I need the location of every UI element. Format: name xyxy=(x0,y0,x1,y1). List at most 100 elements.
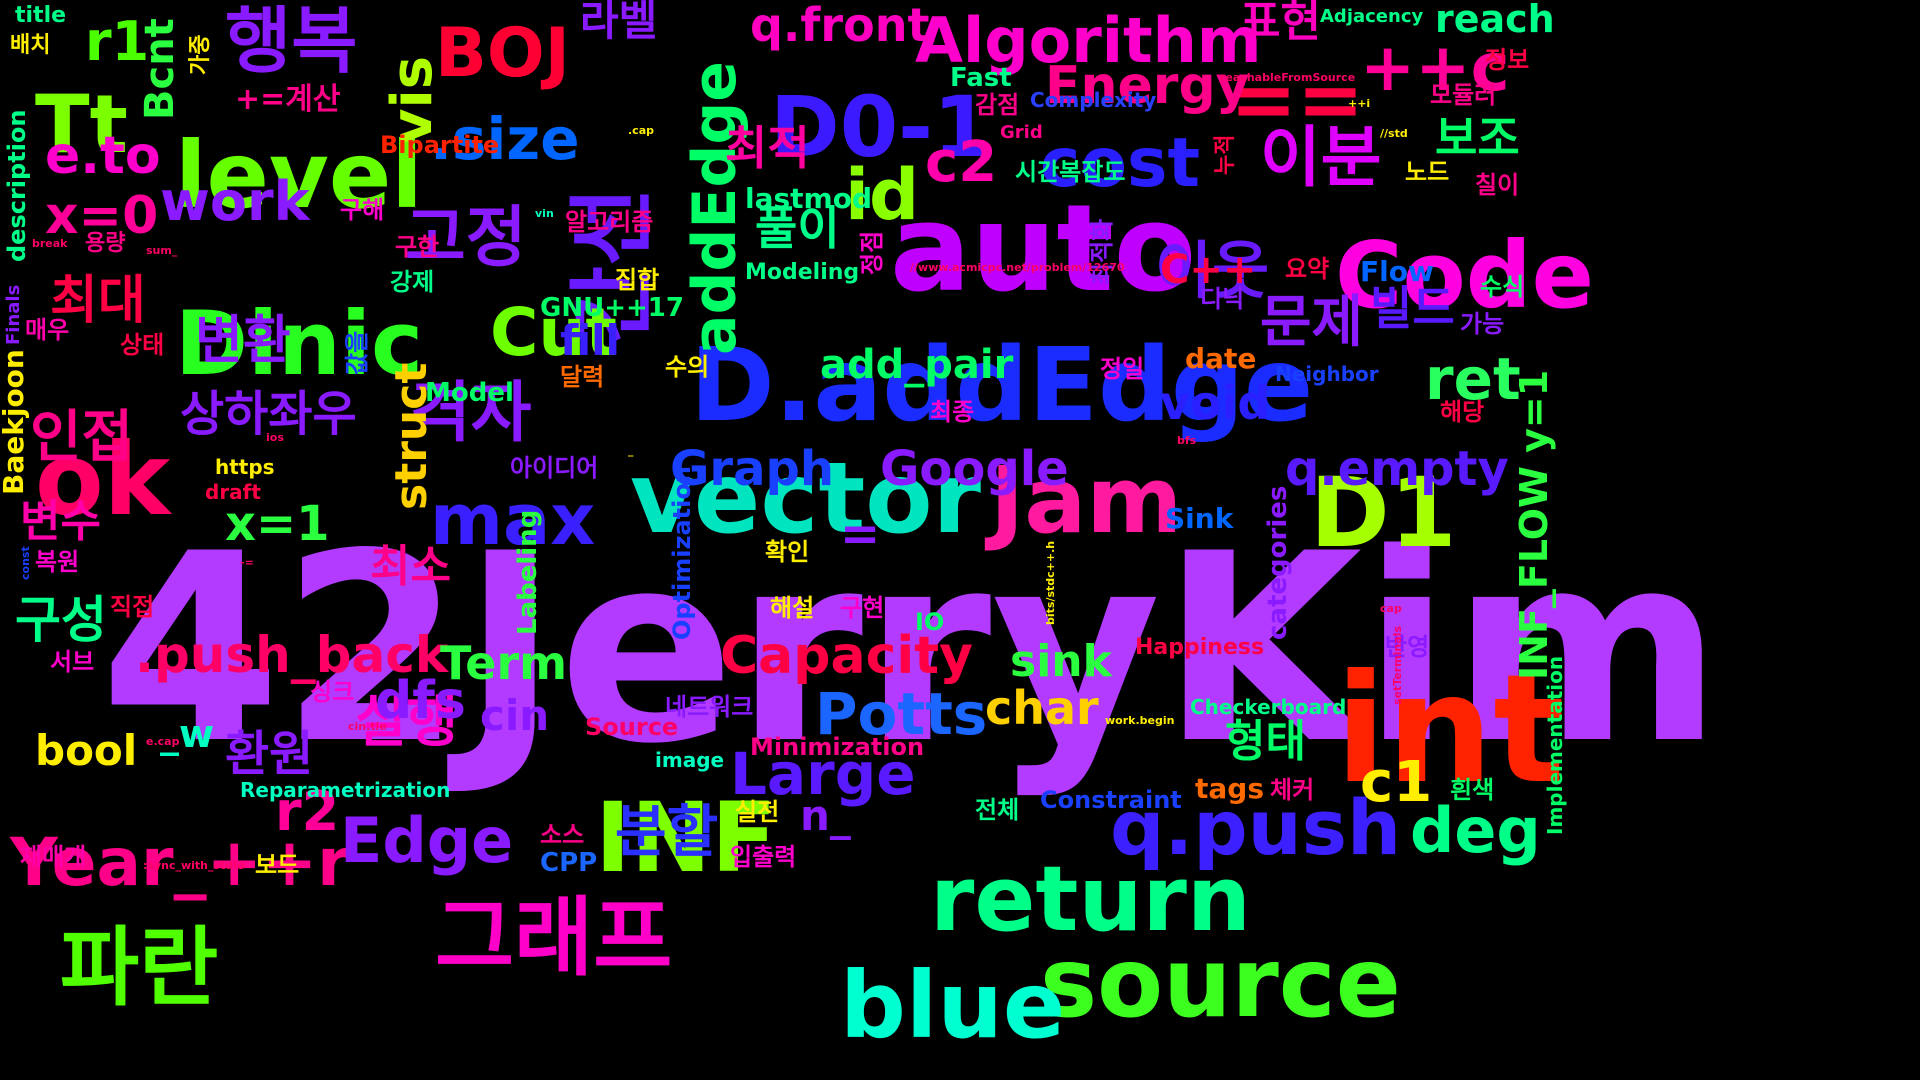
word: 최적 xyxy=(725,121,810,175)
word: 수식 xyxy=(1480,273,1525,301)
word: char xyxy=(985,681,1099,735)
word: 전체 xyxy=(975,796,1020,824)
word: 수의 xyxy=(665,353,710,381)
word: 격자 xyxy=(410,374,532,451)
word: Neighbor xyxy=(1275,362,1379,386)
word: vector xyxy=(630,442,981,556)
word: 누적 xyxy=(1213,134,1238,175)
word: //www.acmicpc.net/problem/12670 xyxy=(910,261,1125,274)
word: 구현 xyxy=(840,594,885,622)
word: GNU++17 xyxy=(540,293,684,323)
word: 문제 xyxy=(1260,290,1364,355)
word: r1 xyxy=(85,10,150,73)
word: ok xyxy=(35,421,171,538)
word: Term xyxy=(440,636,568,690)
word: Large xyxy=(730,740,916,808)
word: Potts xyxy=(815,680,988,748)
word: //std xyxy=(1380,127,1408,140)
word: 흰색 xyxy=(1450,776,1495,804)
word: dfs xyxy=(375,671,466,731)
word: Complexity xyxy=(1030,88,1157,112)
word: 보드 xyxy=(255,851,300,879)
word: 분할 xyxy=(615,800,719,865)
word: source xyxy=(1040,927,1401,1039)
word: date xyxy=(1185,342,1257,375)
word: 확인 xyxy=(765,538,810,566)
word: 이분 xyxy=(1260,119,1382,196)
word: 값을 xyxy=(343,330,371,375)
word: Happiness xyxy=(1135,635,1265,660)
word: 디닉 xyxy=(1200,285,1245,313)
word: 재매개 xyxy=(20,843,87,871)
word: 표현 xyxy=(1240,0,1321,47)
word: 행복 xyxy=(225,0,358,83)
word: id xyxy=(845,154,920,236)
word: cin xyxy=(480,691,550,740)
word: sink xyxy=(1010,636,1112,687)
word: :sync_with_stdio xyxy=(143,859,245,872)
word: 최종 xyxy=(930,398,975,426)
word: Jam xyxy=(990,447,1183,554)
word: .cap xyxy=(628,124,654,137)
word: 이웃 xyxy=(1155,234,1270,307)
word: .size xyxy=(430,105,580,173)
word: bits/stdc++.h xyxy=(1044,540,1057,625)
word: auto xyxy=(890,180,1197,319)
word: 달력 xyxy=(560,363,605,391)
word: Finals xyxy=(3,284,24,345)
word: Modeling xyxy=(745,260,860,285)
word: 정일 xyxy=(1100,355,1145,383)
word: Tt xyxy=(35,78,128,171)
word: ios xyxy=(266,431,284,444)
word: 체커 xyxy=(1270,776,1315,804)
word: image xyxy=(655,748,725,772)
word: title xyxy=(15,3,67,28)
word: 요약 xyxy=(1285,255,1330,283)
word: reach xyxy=(1435,0,1555,41)
word: x=1 xyxy=(225,496,330,552)
word: 보조 xyxy=(1435,111,1520,165)
word: .push_back xyxy=(135,626,449,684)
word: int xyxy=(1335,643,1565,817)
word: vin xyxy=(535,207,554,220)
word: 시간복잡도 xyxy=(1015,158,1126,186)
word: 최적화 xyxy=(1088,218,1116,285)
word: 정보 xyxy=(1485,46,1530,74)
word: 풀이 xyxy=(755,201,840,255)
word: Checkerboard xyxy=(1190,695,1347,719)
word: 모듈러 xyxy=(1430,81,1497,109)
word: 최소 xyxy=(370,541,451,592)
word: Flow xyxy=(1360,255,1434,288)
word: 변수 xyxy=(20,496,101,547)
word: 가능 xyxy=(1460,310,1505,338)
word: 입출력 xyxy=(730,843,797,871)
word: D1 xyxy=(1310,457,1457,569)
word: 빌드 xyxy=(1370,281,1455,335)
word: _ xyxy=(628,444,634,457)
word: 직접 xyxy=(110,593,155,621)
word: BOJ xyxy=(435,14,570,93)
word: bfs xyxy=(1177,434,1197,447)
word: Google xyxy=(880,441,1069,497)
word: bool xyxy=(35,726,138,775)
word: 해당 xyxy=(1440,398,1485,426)
word: work xyxy=(160,170,310,233)
word: e.to xyxy=(45,126,161,186)
word: 알고리즘 xyxy=(565,208,654,236)
word: cap xyxy=(1380,602,1402,615)
word: D.addEdge xyxy=(690,326,1314,445)
word: fill xyxy=(560,316,620,365)
word: Adjacency xyxy=(1320,6,1424,27)
word: Cut xyxy=(490,294,617,371)
word: 아이디어 xyxy=(510,454,599,482)
word: q.front xyxy=(750,0,930,52)
word: break xyxy=(32,237,68,250)
word: sum_ xyxy=(146,244,178,257)
word: 42JerryKim xyxy=(100,499,1723,801)
word: 파란 xyxy=(60,918,219,1018)
word: q.push xyxy=(1110,783,1402,872)
word: 강제 xyxy=(390,268,435,296)
word: 소스 xyxy=(540,821,585,849)
word: max xyxy=(430,479,596,561)
word: 상태 xyxy=(120,331,165,359)
